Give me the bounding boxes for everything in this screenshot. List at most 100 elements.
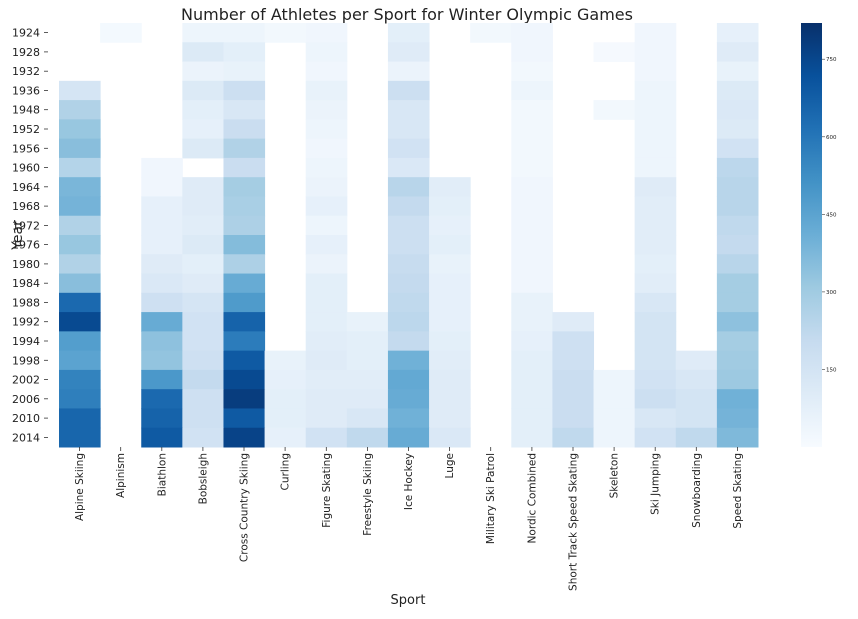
heatmap-cell [387, 215, 430, 236]
heatmap-cell [429, 292, 471, 313]
heatmap-cell [305, 80, 348, 101]
heatmap-cell [716, 100, 759, 120]
colorbar-gradient [801, 23, 822, 447]
heatmap-cell [634, 292, 677, 313]
x-tick-label: Ice Hockey [403, 453, 415, 510]
heatmap-cell [716, 350, 759, 371]
heatmap-cell [429, 235, 471, 255]
heatmap-cell [716, 389, 759, 409]
heatmap-cell [59, 254, 101, 275]
heatmap-cell [511, 254, 553, 275]
heatmap-cell [223, 215, 266, 236]
heatmap-cell [511, 119, 553, 140]
heatmap-cell [100, 23, 142, 43]
heatmap-cell [716, 138, 759, 159]
heatmap-cell [346, 427, 389, 448]
heatmap-cell [634, 215, 677, 236]
colorbar: 150 300 450 600 750 [801, 23, 837, 447]
heatmap-cell [305, 312, 348, 332]
heatmap-cell [182, 350, 224, 371]
heatmap-cell [634, 80, 677, 101]
heatmap-cell [182, 273, 224, 294]
x-tick-label: Bobsleigh [197, 453, 209, 504]
heatmap-cell [716, 80, 759, 101]
heatmap-cell [716, 312, 759, 332]
x-tick-label: Military Ski Patrol [485, 453, 497, 544]
heatmap-cell [387, 331, 430, 352]
heatmap-cell [305, 177, 348, 197]
heatmap-cell [511, 23, 553, 43]
heatmap-cell [387, 61, 430, 82]
heatmap-cell [716, 292, 759, 313]
heatmap-cell [141, 157, 183, 178]
heatmap-cell [511, 427, 553, 448]
heatmap-cell [182, 119, 224, 140]
heatmap-cell [182, 254, 224, 275]
heatmap-cell [634, 389, 677, 409]
y-tick-label: 1936 [12, 85, 40, 98]
y-tick-label: 1994 [12, 335, 40, 348]
heatmap-cell [59, 119, 101, 140]
heatmap-cell [59, 100, 101, 120]
heatmap-cell [387, 235, 430, 255]
heatmap-cell [634, 23, 677, 43]
heatmap-cell [716, 42, 759, 63]
heatmap-cell [182, 408, 224, 429]
heatmap-cell [387, 312, 430, 332]
heatmap-cell [141, 273, 183, 294]
heatmap-cell [223, 119, 266, 140]
heatmap-cell [387, 196, 430, 217]
x-tick-labels: Alpine Skiing Alpinism Biathlon Bobsleigh Cr… [74, 447, 744, 591]
heatmap-cells [59, 23, 759, 448]
heatmap-cell [387, 138, 430, 159]
x-tick-label: Figure Skating [321, 453, 333, 528]
heatmap-cell [305, 119, 348, 140]
heatmap-cell [182, 312, 224, 332]
y-tick-label: 1984 [12, 277, 40, 290]
heatmap-cell [223, 177, 266, 197]
heatmap-cell [305, 427, 348, 448]
heatmap-cell [511, 61, 553, 82]
heatmap-cell [429, 350, 471, 371]
y-tick-label: 1976 [12, 239, 40, 252]
heatmap-cell [511, 292, 553, 313]
heatmap-cell [511, 157, 553, 178]
x-tick-label: Freestyle Skiing [362, 453, 374, 536]
heatmap-cell [182, 138, 224, 159]
heatmap-cell [429, 273, 471, 294]
heatmap-cell [223, 42, 266, 63]
y-tick-label: 1968 [12, 200, 40, 213]
colorbar-tick-label: 600 [826, 135, 837, 141]
heatmap-cell [716, 408, 759, 429]
y-tick-label: 1948 [12, 104, 40, 117]
colorbar-ticks: 150 300 450 600 750 [822, 57, 837, 373]
heatmap-cell [387, 369, 430, 390]
heatmap-cell [182, 42, 224, 63]
heatmap-cell [593, 389, 636, 409]
y-tick-label: 1928 [12, 46, 40, 59]
heatmap-cell [141, 215, 183, 236]
heatmap-cell [223, 408, 266, 429]
heatmap-cell [59, 350, 101, 371]
x-tick-label: Skeleton [609, 453, 621, 498]
heatmap-cell [59, 312, 101, 332]
heatmap-cell [182, 235, 224, 255]
x-tick-label: Biathlon [156, 453, 168, 496]
heatmap-cell [182, 196, 224, 217]
heatmap-cell [634, 331, 677, 352]
heatmap-cell [59, 331, 101, 352]
heatmap-cell [511, 350, 553, 371]
heatmap-cell [182, 177, 224, 197]
heatmap-cell [223, 427, 266, 448]
heatmap-cell [59, 408, 101, 429]
heatmap-cell [305, 23, 348, 43]
heatmap-cell [429, 215, 471, 236]
heatmap-cell [634, 157, 677, 178]
heatmap-cell [511, 369, 553, 390]
heatmap-cell [552, 331, 595, 352]
heatmap-cell [59, 292, 101, 313]
heatmap-cell [264, 350, 307, 371]
colorbar-tick-label: 750 [826, 57, 837, 63]
colorbar-tick-label: 150 [826, 367, 837, 373]
